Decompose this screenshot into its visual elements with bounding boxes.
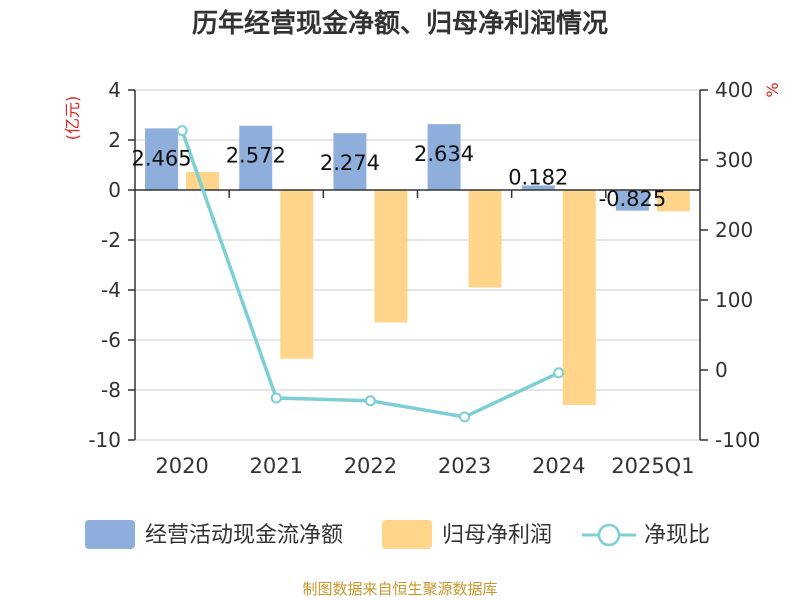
bars xyxy=(145,124,690,405)
cashflow-data-label: -0.825 xyxy=(599,187,667,211)
ratio-line xyxy=(176,125,565,423)
right-tick-label: 200 xyxy=(715,218,753,242)
category-label: 2021 xyxy=(250,454,303,478)
right-tick-label: 400 xyxy=(715,78,753,102)
profit-bar xyxy=(468,190,502,288)
ratio-point xyxy=(553,367,565,379)
axes xyxy=(128,89,708,441)
legend-label-profit: 归母净利润 xyxy=(442,523,552,548)
category-label: 2023 xyxy=(438,454,491,478)
cashflow-data-label: 2.274 xyxy=(320,151,380,175)
legend-item-ratio[interactable]: 净现比 xyxy=(582,523,710,548)
cashflow-data-label: 0.182 xyxy=(508,165,568,189)
legend: 经营活动现金流净额 归母净利润 净现比 xyxy=(85,520,710,549)
left-tick-label: -2 xyxy=(101,228,121,252)
left-tick-label: 2 xyxy=(108,128,121,152)
left-tick-label: 0 xyxy=(108,178,121,202)
cashflow-bar xyxy=(427,124,461,190)
cashflow-bar xyxy=(333,133,367,190)
legend-marker-ratio xyxy=(597,523,621,547)
profit-bar xyxy=(562,190,596,405)
profit-bar xyxy=(656,190,690,212)
left-axis-unit: (亿元) xyxy=(63,96,82,141)
category-label: 2024 xyxy=(532,454,585,478)
profit-bar xyxy=(186,172,220,190)
source-note: 制图数据来自恒生聚源数据库 xyxy=(302,580,497,598)
right-tick-label: -100 xyxy=(715,428,760,452)
right-tick-label: 300 xyxy=(715,148,753,172)
cashflow-bar xyxy=(239,125,273,190)
left-tick-label: -6 xyxy=(101,328,121,352)
data-labels: 2.465 2.572 2.274 2.634 0.182 -0.825 xyxy=(132,142,667,211)
profit-bar xyxy=(374,190,408,323)
legend-item-cashflow[interactable]: 经营活动现金流净额 xyxy=(85,520,343,549)
ratio-point xyxy=(176,125,188,137)
right-axis-unit: % xyxy=(763,82,782,97)
left-tick-label: -10 xyxy=(88,428,121,452)
grid xyxy=(135,89,700,441)
cashflow-data-label: 2.634 xyxy=(414,142,474,166)
legend-label-cashflow: 经营活动现金流净额 xyxy=(145,523,343,548)
legend-label-ratio: 净现比 xyxy=(644,523,710,548)
legend-item-profit[interactable]: 归母净利润 xyxy=(382,520,552,549)
ratio-point xyxy=(270,392,282,404)
left-tick-label: -4 xyxy=(101,278,121,302)
category-label: 2022 xyxy=(344,454,397,478)
category-label: 2025Q1 xyxy=(611,454,694,478)
category-label: 2020 xyxy=(155,454,208,478)
tick-labels: 4 2 0 -2 -4 -6 -8 -10 400 300 200 100 0 -100 2020 2021 2… xyxy=(88,78,760,478)
legend-swatch-cashflow xyxy=(85,520,135,549)
cashflow-bar xyxy=(521,185,555,190)
ratio-point xyxy=(459,411,471,423)
cashflow-bar xyxy=(615,190,649,211)
chart-title: 历年经营现金净额、归母净利润情况 xyxy=(192,8,608,39)
right-tick-label: 0 xyxy=(715,358,728,382)
right-tick-label: 100 xyxy=(715,288,753,312)
cashflow-data-label: 2.572 xyxy=(226,144,286,168)
profit-bar xyxy=(280,190,314,359)
left-tick-label: 4 xyxy=(108,78,121,102)
cashflow-bar xyxy=(145,128,179,190)
cashflow-data-label: 2.465 xyxy=(132,146,192,170)
ratio-point xyxy=(364,395,376,407)
left-tick-label: -8 xyxy=(101,378,121,402)
legend-swatch-profit xyxy=(382,520,432,549)
